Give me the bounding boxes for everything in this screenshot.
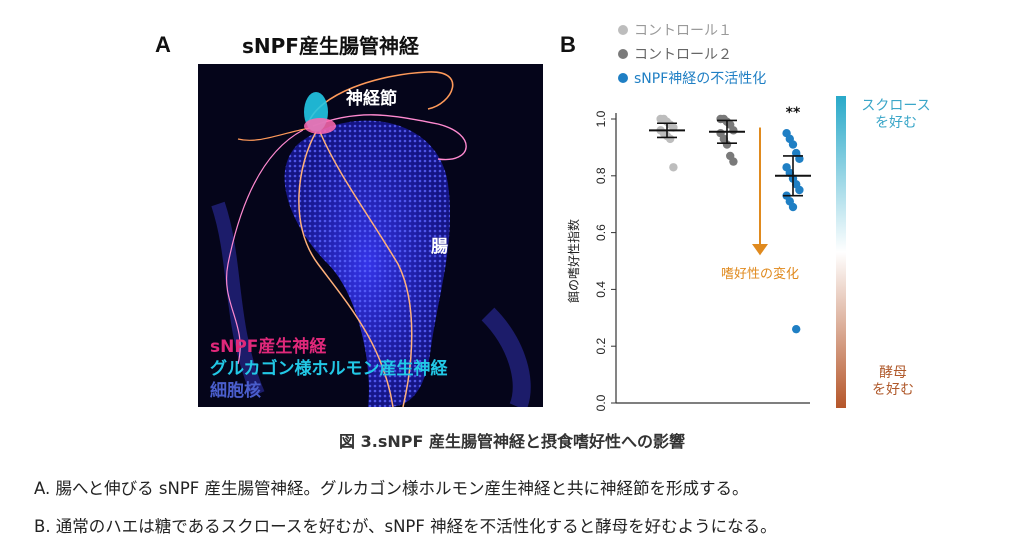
y-tick-label-4: 0.8 <box>594 167 608 184</box>
legend-snpf: sNPF神経の不活性化 <box>618 68 766 88</box>
label-gut: 腸 <box>431 237 448 257</box>
y-tick-label-5: 1.0 <box>594 110 608 127</box>
panel-a-letter: A <box>155 32 171 57</box>
legend-dot-snpf <box>618 73 628 83</box>
micrograph: 神経節 腸 sNPF産生神経 グルカゴン様ホルモン産生神経 細胞核 <box>198 64 543 407</box>
scale-bottom-label: 酵母 を好む <box>872 365 914 398</box>
legend-control-1: コントロール１ <box>618 20 732 40</box>
preference-chart: 0.0 0.2 0.4 0.6 0.8 1.0 餌の嗜好性指数 ** 嗜好性の変化 <box>566 105 811 411</box>
point-2-9 <box>795 185 804 195</box>
y-axis-label: 餌の嗜好性指数 <box>566 219 581 303</box>
legend-dot-control-1 <box>618 25 628 35</box>
preference-color-scale <box>836 96 846 408</box>
legend-dot-control-2 <box>618 49 628 59</box>
point-2-2 <box>788 140 798 149</box>
y-tick-label-0: 0.0 <box>594 394 608 411</box>
figure-caption-title: 図 3.sNPF 産生腸管神経と摂食嗜好性への影響 <box>339 432 685 451</box>
point-1-9 <box>729 157 738 166</box>
legend-label-control-2: コントロール２ <box>634 47 732 63</box>
preference-change-label: 嗜好性の変化 <box>721 266 799 282</box>
caption-line-b: B. 通常のハエは糖であるスクロースを好むが、sNPF 神経を不活性化すると酵母… <box>34 517 777 536</box>
point-0-9 <box>669 163 678 172</box>
micro-legend-2: グルカゴン様ホルモン産生神経 <box>210 359 448 379</box>
point-2-13 <box>792 324 801 334</box>
y-tick-label-2: 0.4 <box>594 281 608 298</box>
micro-legend-1: sNPF産生神経 <box>210 337 327 357</box>
micro-legend-3: 細胞核 <box>210 381 261 401</box>
legend-label-snpf: sNPF神経の不活性化 <box>634 71 767 87</box>
scale-top-label: スクロース を好む <box>861 98 931 131</box>
y-tick-label-3: 0.6 <box>594 224 608 241</box>
point-1-4 <box>729 126 738 135</box>
legend-label-control-1: コントロール１ <box>634 23 732 39</box>
panel-b-letter: B <box>560 32 576 57</box>
caption-line-a: A. 腸へと伸びる sNPF 産生腸管神経。グルカゴン様ホルモン産生神経と共に神… <box>34 479 749 498</box>
y-tick-label-1: 0.2 <box>594 338 608 355</box>
significance-marker: ** <box>786 105 801 121</box>
point-2-12 <box>788 202 798 212</box>
panel-a-title: sNPF産生腸管神経 <box>242 34 419 58</box>
preference-change-arrow-head <box>752 243 768 256</box>
legend-control-2: コントロール２ <box>618 44 732 64</box>
label-ganglion: 神経節 <box>346 89 397 109</box>
